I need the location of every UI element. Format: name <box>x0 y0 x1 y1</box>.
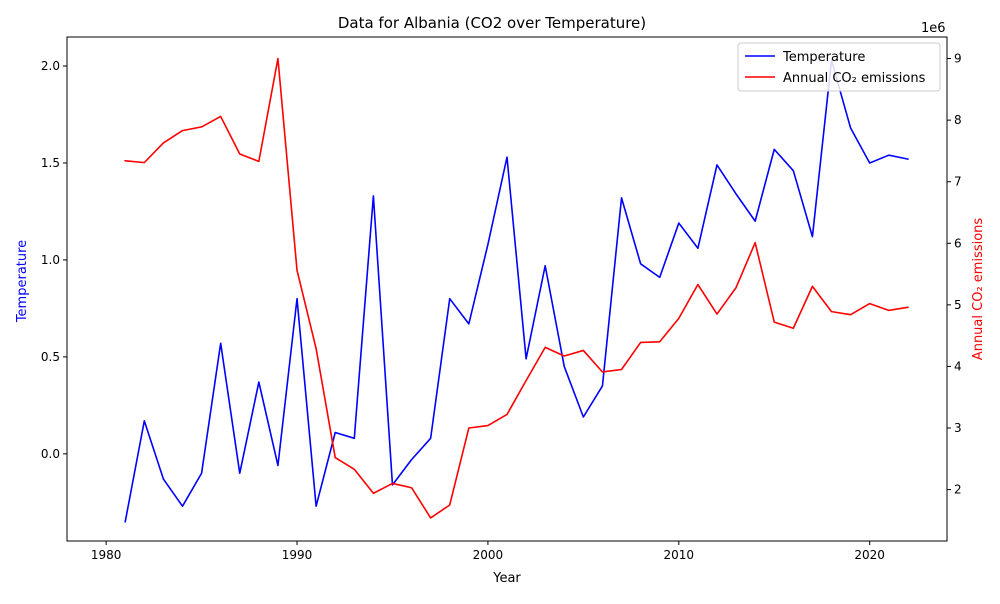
x-tick-label: 2000 <box>473 548 504 562</box>
legend: Temperature Annual CO₂ emissions <box>737 42 941 92</box>
x-tick-label: 2020 <box>854 548 885 562</box>
legend-box <box>737 42 941 92</box>
y-left-tick-label: 1.5 <box>41 156 60 170</box>
series-line-temperature <box>124 59 909 523</box>
y-right-tick-label: 4 <box>954 359 962 373</box>
y-left-tick-label: 1.0 <box>41 253 60 267</box>
y-axis-right-offset-label: 1e6 <box>921 21 946 36</box>
series-line-co2 <box>124 57 909 519</box>
legend-label-temperature: Temperature <box>782 50 865 65</box>
y-right-tick-label: 8 <box>954 113 962 127</box>
y-right-tick-label: 3 <box>954 421 962 435</box>
x-axis-label: Year <box>492 571 521 586</box>
y-left-tick-label: 0.0 <box>41 447 60 461</box>
y-right-tick-label: 5 <box>954 298 962 312</box>
y-right-tick-label: 7 <box>954 175 962 189</box>
chart-title: Data for Albania (CO2 over Temperature) <box>338 14 646 32</box>
x-tick-label: 2010 <box>664 548 695 562</box>
y-axis-right-label: Annual CO₂ emissions <box>971 218 986 361</box>
plot-area: 1980 1990 2000 2010 2020 0.0 0.5 1.0 1.5 2.0 2 3 4 5 6… <box>41 36 962 562</box>
legend-label-co2: Annual CO₂ emissions <box>783 71 926 86</box>
y-left-tick-label: 0.5 <box>41 350 60 364</box>
axes-frame <box>66 36 948 542</box>
y-right-tick-label: 9 <box>954 52 962 66</box>
y-right-tick-label: 2 <box>954 483 962 497</box>
x-tick-label: 1990 <box>282 548 313 562</box>
y-right-tick-label: 6 <box>954 236 962 250</box>
y-axis-left-label: Temperature <box>15 240 30 323</box>
y-left-tick-label: 2.0 <box>41 59 60 73</box>
x-tick-label: 1980 <box>91 548 122 562</box>
